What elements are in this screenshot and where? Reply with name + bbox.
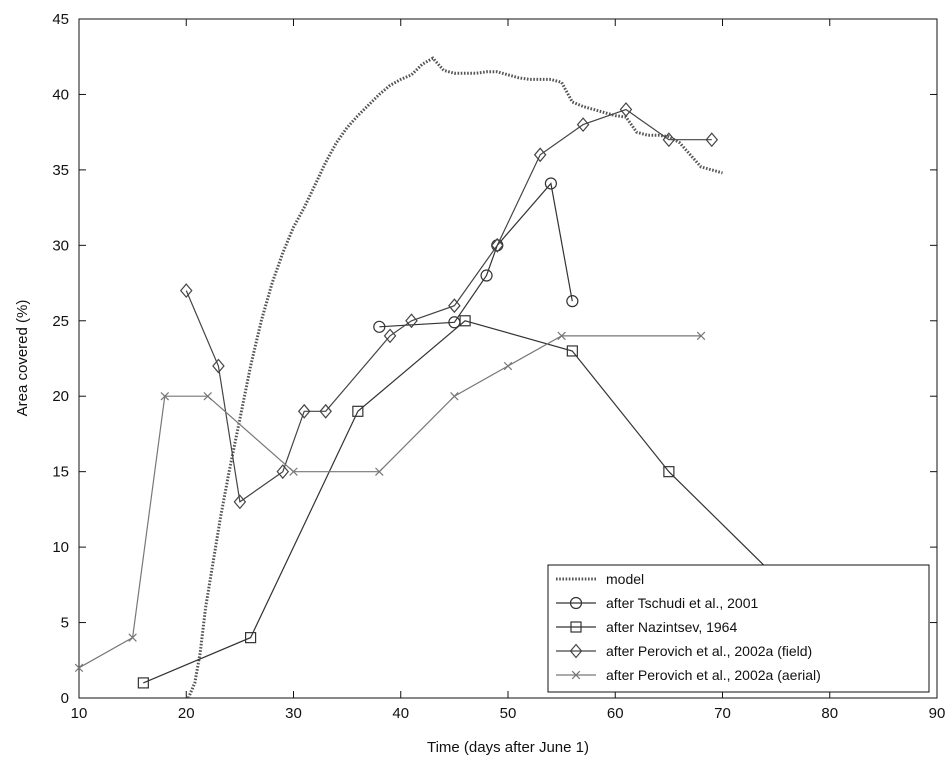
- x-tick-label: 90: [929, 705, 946, 722]
- y-tick-label: 40: [52, 86, 69, 103]
- diamond-marker: [662, 132, 676, 148]
- axis-ticks: [78, 18, 938, 699]
- diamond-marker: [533, 147, 547, 163]
- diamond-marker: [405, 313, 418, 329]
- y-tick-label: 20: [52, 388, 69, 405]
- x-marker: [160, 391, 170, 401]
- legend-entry: after Perovich et al., 2002a (aerial): [606, 667, 821, 683]
- series-layer: [74, 56, 782, 699]
- circle-marker: [569, 596, 583, 610]
- x-marker: [450, 391, 459, 401]
- axis-tick-labels: 10 20 30 40 50 60 70 80 90 0 5 10 15 20 25 30 35 40 45: [52, 11, 945, 722]
- y-tick-label: 25: [52, 313, 69, 330]
- x-marker: [571, 670, 581, 680]
- diamond-marker: [448, 298, 461, 314]
- diamond-marker: [276, 464, 290, 480]
- legend: model after Tschudi et al., 2001 after Naz…: [547, 564, 930, 693]
- diamond-marker: [212, 358, 225, 374]
- x-marker: [503, 361, 513, 371]
- legend-entry: after Nazintsev, 1964: [606, 619, 737, 635]
- x-marker: [74, 663, 84, 673]
- x-tick-label: 80: [821, 705, 838, 722]
- square-marker: [566, 345, 578, 357]
- legend-entry: model: [606, 571, 644, 587]
- series-line: [143, 320, 777, 684]
- x-tick-label: 20: [178, 705, 195, 722]
- diamond-marker: [383, 328, 397, 344]
- square-marker: [245, 632, 257, 644]
- square-marker: [459, 315, 471, 327]
- x-marker: [128, 633, 137, 642]
- series-diamond: [179, 102, 719, 510]
- legend-entry: after Tschudi et al., 2001: [606, 595, 758, 611]
- diamond-marker: [569, 643, 583, 659]
- circle-marker: [566, 295, 579, 308]
- square-marker: [137, 677, 149, 689]
- x-axis-label: Time (days after June 1): [427, 739, 589, 756]
- series-line: [187, 56, 723, 699]
- x-tick-label: 60: [607, 705, 624, 722]
- diamond-marker: [319, 403, 332, 419]
- square-marker: [570, 621, 582, 633]
- y-axis-label: Area covered (%): [14, 300, 31, 417]
- y-tick-label: 15: [52, 464, 69, 481]
- x-marker: [289, 467, 298, 476]
- y-tick-label: 5: [61, 615, 69, 632]
- x-marker: [203, 391, 212, 401]
- circle-marker: [480, 269, 493, 282]
- square-marker: [663, 466, 675, 478]
- legend-box: [547, 564, 930, 693]
- series-x: [74, 331, 706, 673]
- diamond-marker: [297, 403, 311, 419]
- diamond-marker: [619, 102, 633, 117]
- y-tick-label: 45: [52, 11, 69, 28]
- diamond-marker: [233, 494, 247, 510]
- circle-marker: [373, 320, 386, 333]
- x-tick-label: 30: [285, 705, 302, 722]
- diamond-marker: [179, 283, 193, 299]
- series-line: [185, 108, 712, 503]
- series-line: [78, 335, 701, 669]
- square-marker: [352, 405, 364, 417]
- y-tick-label: 0: [61, 690, 69, 707]
- diamond-marker: [490, 237, 504, 253]
- y-tick-label: 35: [52, 162, 69, 179]
- x-tick-label: 10: [71, 705, 88, 722]
- x-marker: [557, 331, 566, 341]
- x-tick-label: 50: [500, 705, 517, 722]
- circle-marker: [544, 177, 558, 190]
- series-square: [137, 315, 782, 689]
- series-line: [379, 182, 573, 328]
- x-tick-label: 70: [714, 705, 731, 722]
- diamond-marker: [576, 117, 590, 133]
- y-tick-label: 10: [52, 539, 69, 556]
- y-tick-label: 30: [52, 237, 69, 254]
- series-none: [187, 56, 723, 699]
- x-tick-label: 40: [392, 705, 409, 722]
- x-marker: [696, 331, 706, 341]
- diamond-marker: [705, 132, 719, 148]
- legend-entry: after Perovich et al., 2002a (field): [606, 643, 812, 659]
- x-marker: [375, 467, 384, 476]
